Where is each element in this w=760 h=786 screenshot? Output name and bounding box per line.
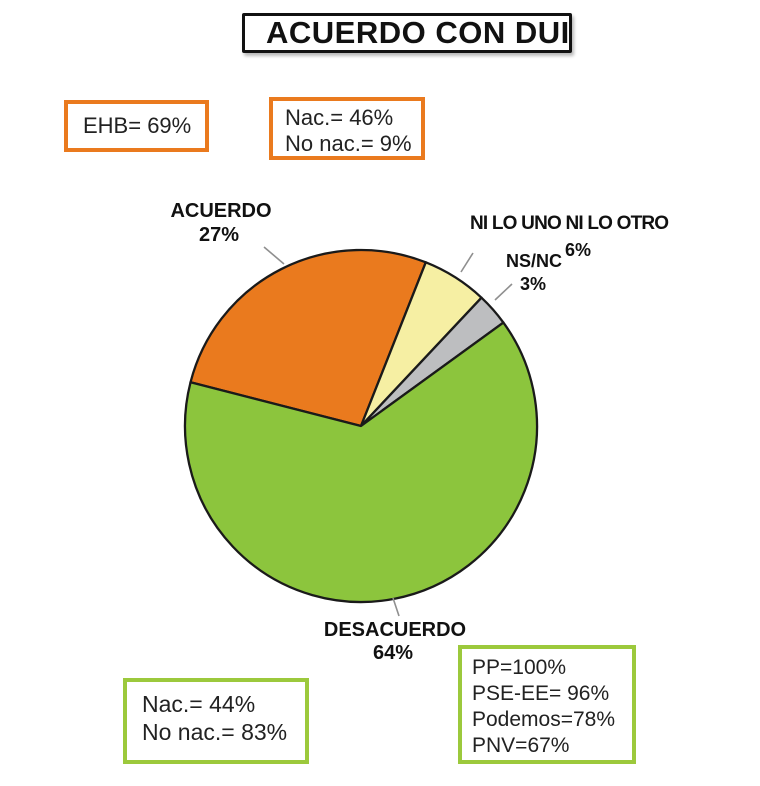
annotation-line: EHB= 69% bbox=[83, 113, 192, 138]
leader-line-ni-lo-uno bbox=[460, 252, 474, 273]
chart-title: ACUERDO CON DUI bbox=[266, 15, 570, 50]
annotation-line: Podemos=78% bbox=[472, 708, 616, 731]
slice-value-ni-lo-uno: 6% bbox=[565, 240, 591, 260]
annotation-line: Nac.= 44% bbox=[142, 691, 256, 717]
pie-slices bbox=[183, 248, 539, 604]
slice-label-ni-lo-uno: NI LO UNO NI LO OTRO bbox=[470, 213, 668, 234]
annotation-line: PP=100% bbox=[472, 656, 566, 679]
slice-label-desacuerdo: DESACUERDO bbox=[324, 619, 466, 641]
leader-line-desacuerdo bbox=[392, 597, 400, 617]
pie-slice-acuerdo bbox=[189, 248, 427, 428]
annotation-line: PSE-EE= 96% bbox=[472, 682, 610, 705]
leader-line-nsnc bbox=[494, 283, 513, 301]
slice-value-acuerdo: 27% bbox=[199, 224, 239, 246]
annotation-parties-box: PP=100% PSE-EE= 96% Podemos=78% PNV=67% bbox=[458, 645, 636, 764]
annotation-line: No nac.= 83% bbox=[142, 719, 288, 745]
slice-value-nsnc: 3% bbox=[520, 274, 546, 294]
slice-label-acuerdo: ACUERDO bbox=[170, 200, 271, 222]
leader-line-acuerdo bbox=[263, 246, 285, 265]
slice-value-desacuerdo: 64% bbox=[373, 642, 413, 664]
annotation-line: No nac.= 9% bbox=[285, 131, 412, 156]
annotation-ehb-box: EHB= 69% bbox=[64, 100, 209, 152]
annotation-nac-desacuerdo-box: Nac.= 44% No nac.= 83% bbox=[123, 678, 309, 764]
chart-title-box: ACUERDO CON DUI bbox=[242, 13, 572, 53]
annotation-line: PNV=67% bbox=[472, 734, 570, 757]
annotation-line: Nac.= 46% bbox=[285, 105, 394, 130]
annotation-nac-acuerdo-box: Nac.= 46% No nac.= 9% bbox=[269, 97, 425, 160]
slice-label-nsnc: NS/NC bbox=[506, 251, 562, 271]
